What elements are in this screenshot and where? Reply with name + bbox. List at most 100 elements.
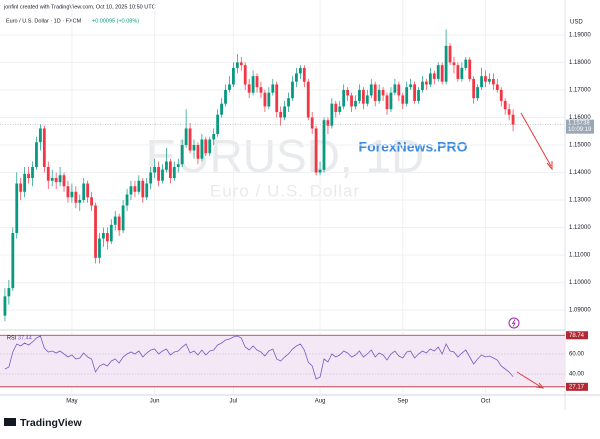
y-tick-label: 1.13000: [569, 198, 591, 204]
candle-body: [452, 62, 456, 66]
candle-body: [472, 78, 476, 99]
candle-body: [102, 233, 105, 239]
candle-body: [11, 233, 15, 289]
candle-body: [365, 95, 369, 104]
candle-body: [436, 65, 440, 79]
candle-body: [82, 183, 86, 201]
candle-body: [204, 139, 208, 154]
rsi-line: [4, 335, 514, 380]
candle-body: [381, 89, 385, 96]
candle-body: [7, 288, 11, 297]
candle-body: [456, 65, 460, 79]
candle-body: [491, 78, 495, 85]
candle-body: [23, 173, 27, 192]
candle-body: [157, 166, 160, 181]
candle-body: [263, 92, 267, 107]
candle-body: [287, 98, 290, 107]
candle-body: [251, 76, 255, 93]
candle-body: [239, 62, 243, 66]
candle-body: [503, 100, 507, 110]
candle-body: [440, 65, 444, 82]
candle-body: [417, 89, 420, 101]
candle-body: [62, 175, 66, 187]
candle-body: [361, 89, 365, 104]
candle-body: [448, 45, 452, 63]
candle-body: [35, 142, 38, 167]
candle-body: [283, 106, 287, 118]
candle-body: [54, 178, 58, 183]
candle-body: [484, 76, 487, 82]
candle-body: [432, 73, 436, 79]
candle-body: [220, 103, 223, 115]
candle-body: [121, 205, 125, 231]
candle-body: [86, 183, 90, 198]
candle-body: [310, 117, 314, 129]
candle-body: [428, 73, 432, 85]
symbol-info: Euro / U.S. Dollar · 1D · FXCM: [6, 18, 82, 24]
candle-body: [295, 73, 298, 82]
candle-body: [90, 197, 93, 206]
rsi-band: [0, 335, 565, 387]
logo-text: TradingView: [20, 417, 82, 429]
candle-body: [228, 84, 231, 90]
candle-body: [259, 87, 263, 93]
candle-body: [168, 161, 172, 178]
candle-body: [192, 144, 196, 151]
candle-body: [255, 76, 259, 88]
candle-body: [27, 173, 30, 178]
candle-body: [247, 84, 251, 93]
candle-body: [105, 233, 109, 242]
arrow-head: [535, 382, 545, 389]
candle-body: [19, 183, 23, 192]
candle-body: [401, 95, 405, 104]
watermark-name: Euro / U.S. Dollar: [210, 181, 360, 200]
last-price-label: 1.15738: [568, 121, 590, 127]
y-tick-label: 1.15000: [569, 143, 591, 149]
event-icon[interactable]: [508, 317, 520, 329]
candle-body: [46, 166, 50, 181]
candle-body: [326, 120, 330, 126]
candle-body: [444, 45, 448, 82]
rsi-name: RSI: [7, 335, 17, 341]
logo-mark: [4, 418, 16, 426]
y-tick-label: 1.12000: [569, 225, 591, 231]
candle-body: [334, 103, 338, 112]
candle-body: [488, 78, 491, 82]
candle-body: [389, 92, 393, 110]
candle-body: [235, 62, 239, 68]
candle-body: [153, 166, 157, 173]
candle-body: [224, 89, 227, 104]
marks: May Jun Jul Aug Sep Oct 1.09000 1.10000 1.11000 1…: [0, 0, 594, 405]
rsi-tick-label: 78.74: [569, 333, 585, 339]
candle-body: [330, 103, 334, 126]
event-bolt: [511, 319, 516, 327]
candle-body: [409, 84, 413, 88]
candle-body: [78, 200, 82, 203]
candle-body: [141, 180, 145, 198]
candle-body: [322, 120, 326, 170]
candle-body: [125, 194, 129, 206]
candle-body: [42, 128, 46, 167]
y-tick-label: 1.16000: [569, 115, 591, 121]
candle-body: [137, 180, 141, 192]
candle-body: [346, 89, 350, 96]
rsi-tick-label: 27.17: [569, 384, 585, 390]
candle-body: [507, 109, 511, 115]
y-tick-label: 1.10000: [569, 280, 591, 286]
candle-body: [216, 114, 220, 134]
candle-body: [468, 59, 472, 79]
candle-body: [117, 216, 121, 231]
candle-body: [74, 191, 78, 203]
candle-body: [212, 133, 216, 140]
candle-body: [188, 128, 192, 151]
y-tick-label: 1.17000: [569, 88, 591, 94]
candle-body: [200, 139, 204, 159]
candle-body: [342, 89, 346, 107]
x-tick-label: Aug: [315, 399, 326, 405]
candle-body: [425, 81, 428, 85]
candle-body: [145, 183, 149, 198]
candle-body: [133, 186, 137, 192]
candle-body: [377, 89, 381, 101]
rsi-tick-label: 40.00: [569, 372, 585, 378]
